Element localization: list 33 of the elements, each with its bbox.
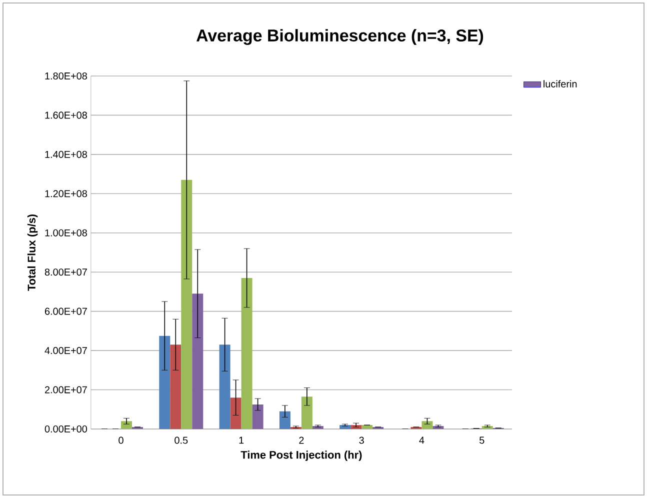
x-tick-label: 3 bbox=[359, 436, 364, 444]
x-tick-label: 2 bbox=[299, 436, 304, 444]
x-tick-label: 0.5 bbox=[174, 436, 188, 444]
bar bbox=[121, 421, 132, 429]
bar bbox=[241, 278, 252, 429]
bar bbox=[170, 344, 182, 429]
x-tick-label: 5 bbox=[480, 436, 484, 444]
chart-title: Average Bioluminescence (n=3, SE) bbox=[196, 29, 484, 45]
y-tick-label: 1.80E+08 bbox=[45, 72, 87, 80]
y-tick-label: 1.00E+08 bbox=[45, 229, 87, 236]
y-tick-label: 8.00E+07 bbox=[44, 268, 87, 276]
y-axis-title: Total Flux (p/s) bbox=[27, 214, 38, 291]
x-tick-label: 4 bbox=[419, 436, 424, 444]
bar bbox=[252, 404, 264, 429]
x-tick-label: 1 bbox=[239, 436, 244, 444]
legend-label: luciferin bbox=[544, 80, 577, 88]
bar bbox=[422, 421, 433, 429]
x-tick-label: 0 bbox=[118, 436, 124, 444]
bar bbox=[301, 396, 312, 429]
y-tick-label: 0.00E+00 bbox=[44, 425, 88, 433]
bar bbox=[279, 411, 290, 429]
bar bbox=[159, 336, 170, 429]
y-tick-label: 6.00E+07 bbox=[44, 308, 87, 315]
bar bbox=[362, 425, 373, 429]
y-tick-label: 2.00E+07 bbox=[44, 386, 87, 394]
bar bbox=[181, 180, 192, 429]
y-tick-label: 1.20E+08 bbox=[45, 190, 87, 198]
x-axis-title: Time Post Injection (hr) bbox=[240, 450, 362, 461]
bar bbox=[192, 294, 204, 429]
y-tick-label: 1.60E+08 bbox=[45, 112, 87, 119]
y-tick-label: 4.00E+07 bbox=[44, 347, 87, 354]
bar bbox=[219, 344, 230, 429]
y-tick-label: 1.40E+08 bbox=[45, 150, 87, 158]
